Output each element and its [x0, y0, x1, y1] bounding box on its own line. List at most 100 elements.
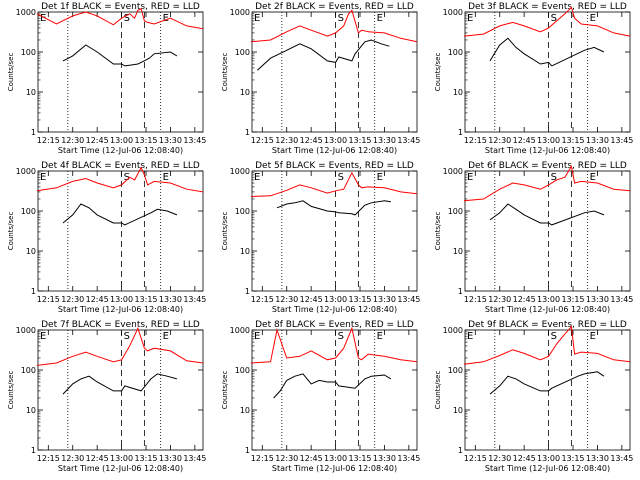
x-tick-label: 13:00: [324, 454, 347, 463]
time-marker-label: E: [467, 331, 473, 342]
x-tick-label: 13:00: [537, 295, 560, 304]
x-tick-label: 12:45: [300, 295, 323, 304]
x-tick-label: 13:15: [561, 295, 584, 304]
x-tick-label: 13:30: [586, 295, 609, 304]
y-tick-label: 10: [453, 88, 463, 97]
y-tick-label: 100: [235, 48, 250, 57]
time-marker-label: E: [254, 331, 260, 342]
detector-panel: Det 1f BLACK = Events, RED = LLD 1 10 100 10…: [7, 2, 206, 155]
detector-panel: Det 2f BLACK = Events, RED = LLD 1 10 100 10…: [221, 2, 420, 155]
panel-title: Det 2f BLACK = Events, RED = LLD: [255, 2, 414, 12]
x-tick-label: 13:30: [373, 136, 396, 145]
panel-title: Det 5f BLACK = Events, RED = LLD: [255, 161, 414, 171]
plot-frame: [37, 11, 204, 133]
detector-panel: Det 6f BLACK = Events, RED = LLD 1 10 100 10…: [434, 161, 633, 314]
x-tick-label: 12:15: [37, 454, 60, 463]
lld-series-line: [463, 325, 631, 365]
lld-series-line: [250, 9, 418, 43]
events-series-line: [273, 373, 392, 399]
time-marker-label: E: [254, 172, 260, 183]
panel-title: Det 3f BLACK = Events, RED = LLD: [468, 2, 627, 12]
y-axis-label: Counts/sec: [434, 212, 442, 251]
x-tick-label: 13:30: [586, 136, 609, 145]
lld-series-line: [463, 6, 631, 37]
y-tick-label: 100: [448, 207, 463, 216]
y-tick-label: 1000: [16, 8, 36, 17]
x-axis-label: Start Time (12-Jul-06 12:08:40): [485, 305, 610, 314]
x-tick-label: 12:15: [251, 295, 274, 304]
y-tick-label: 10: [240, 247, 250, 256]
y-tick-label: 10: [453, 406, 463, 415]
x-tick-label: 12:15: [37, 295, 60, 304]
y-tick-label: 1000: [230, 8, 250, 17]
y-tick-label: 1000: [443, 326, 463, 335]
time-marker-label: E: [590, 13, 596, 24]
time-marker-label: E: [590, 331, 596, 342]
events-series-line: [62, 44, 178, 67]
x-tick-label: 13:30: [159, 454, 182, 463]
x-tick-label: 12:45: [86, 454, 109, 463]
events-series-line: [489, 371, 605, 395]
plot-frame: [37, 170, 204, 292]
x-axis-label: Start Time (12-Jul-06 12:08:40): [485, 146, 610, 155]
detector-panel: Det 9f BLACK = Events, RED = LLD 1 10 100 10…: [434, 320, 633, 473]
y-tick-label: 1: [31, 128, 36, 137]
y-tick-label: 1: [458, 287, 463, 296]
panel-title: Det 9f BLACK = Events, RED = LLD: [468, 320, 627, 330]
time-marker-label: E: [467, 172, 473, 183]
x-tick-label: 12:45: [300, 454, 323, 463]
x-tick-label: 12:15: [251, 136, 274, 145]
x-tick-label: 13:45: [183, 454, 206, 463]
plot-frame: [464, 170, 631, 292]
x-tick-label: 12:30: [488, 136, 511, 145]
x-axis-label: Start Time (12-Jul-06 12:08:40): [58, 464, 183, 473]
events-series-line: [276, 200, 391, 216]
x-tick-label: 13:00: [324, 136, 347, 145]
time-marker-label: S: [124, 172, 130, 183]
x-axis-label: Start Time (12-Jul-06 12:08:40): [272, 464, 397, 473]
x-tick-label: 12:45: [513, 454, 536, 463]
x-tick-label: 13:15: [348, 295, 371, 304]
panel-title: Det 8f BLACK = Events, RED = LLD: [255, 320, 414, 330]
detector-panel: Det 4f BLACK = Events, RED = LLD 1 10 100 10…: [7, 161, 206, 314]
y-tick-label: 100: [235, 366, 250, 375]
y-tick-label: 10: [240, 88, 250, 97]
x-tick-label: 12:30: [488, 295, 511, 304]
x-tick-label: 13:00: [537, 136, 560, 145]
y-tick-label: 100: [21, 48, 36, 57]
y-axis-label: Counts/sec: [434, 53, 442, 92]
x-tick-label: 13:00: [110, 454, 133, 463]
time-marker-label: E: [163, 13, 169, 24]
detector-panel: Det 8f BLACK = Events, RED = LLD 1 10 100 10…: [221, 320, 420, 473]
x-axis-label: Start Time (12-Jul-06 12:08:40): [272, 305, 397, 314]
y-tick-label: 1: [245, 287, 250, 296]
x-tick-label: 13:00: [324, 295, 347, 304]
time-marker-label: E: [377, 13, 383, 24]
x-tick-label: 13:45: [397, 454, 420, 463]
y-tick-label: 1: [31, 446, 36, 455]
y-tick-label: 1: [458, 446, 463, 455]
x-tick-label: 13:15: [134, 136, 157, 145]
y-tick-label: 10: [26, 88, 36, 97]
x-tick-label: 13:30: [586, 454, 609, 463]
y-tick-label: 1000: [230, 167, 250, 176]
time-marker-label: S: [124, 331, 130, 342]
plot-frame: [464, 329, 631, 451]
plot-frame: [251, 329, 418, 451]
events-series-line: [62, 373, 178, 395]
detector-panel: Det 5f BLACK = Events, RED = LLD 1 10 100 10…: [221, 161, 420, 314]
lld-series-line: [250, 171, 418, 197]
x-axis-label: Start Time (12-Jul-06 12:08:40): [272, 146, 397, 155]
events-series-line: [257, 39, 390, 71]
detector-panel: Det 3f BLACK = Events, RED = LLD 1 10 100 10…: [434, 2, 633, 155]
y-axis-label: Counts/sec: [434, 371, 442, 410]
y-tick-label: 1: [245, 446, 250, 455]
x-tick-label: 12:45: [86, 295, 109, 304]
x-tick-label: 13:30: [373, 454, 396, 463]
y-tick-label: 10: [26, 247, 36, 256]
x-axis-label: Start Time (12-Jul-06 12:08:40): [485, 464, 610, 473]
time-marker-label: S: [551, 331, 557, 342]
y-axis-label: Counts/sec: [221, 371, 229, 410]
lld-series-line: [36, 326, 204, 366]
x-tick-label: 13:15: [348, 454, 371, 463]
